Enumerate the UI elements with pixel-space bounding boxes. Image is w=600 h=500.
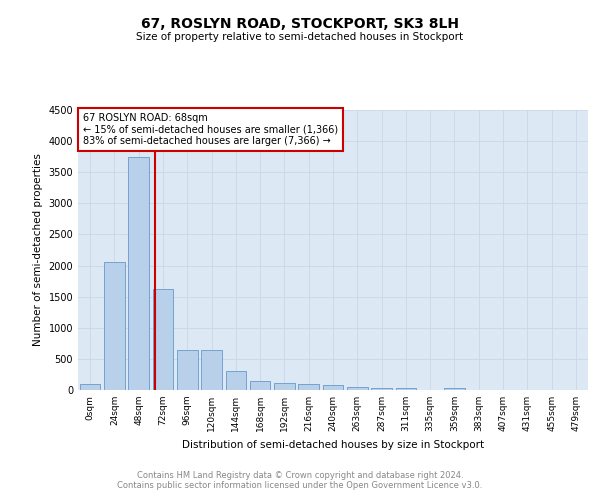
- Bar: [347, 387, 368, 390]
- Bar: [177, 350, 197, 390]
- Text: Size of property relative to semi-detached houses in Stockport: Size of property relative to semi-detach…: [136, 32, 464, 42]
- Bar: [323, 385, 343, 390]
- Bar: [128, 156, 149, 390]
- Text: Contains HM Land Registry data © Crown copyright and database right 2024.
Contai: Contains HM Land Registry data © Crown c…: [118, 470, 482, 490]
- Bar: [395, 388, 416, 390]
- Bar: [201, 350, 222, 390]
- Bar: [152, 289, 173, 390]
- Text: 67, ROSLYN ROAD, STOCKPORT, SK3 8LH: 67, ROSLYN ROAD, STOCKPORT, SK3 8LH: [141, 18, 459, 32]
- Text: 67 ROSLYN ROAD: 68sqm
← 15% of semi-detached houses are smaller (1,366)
83% of s: 67 ROSLYN ROAD: 68sqm ← 15% of semi-deta…: [83, 113, 338, 146]
- X-axis label: Distribution of semi-detached houses by size in Stockport: Distribution of semi-detached houses by …: [182, 440, 484, 450]
- Bar: [444, 388, 465, 390]
- Bar: [371, 388, 392, 390]
- Y-axis label: Number of semi-detached properties: Number of semi-detached properties: [33, 154, 43, 346]
- Bar: [298, 384, 319, 390]
- Bar: [226, 372, 246, 390]
- Bar: [80, 384, 100, 390]
- Bar: [104, 262, 125, 390]
- Bar: [250, 380, 271, 390]
- Bar: [274, 383, 295, 390]
